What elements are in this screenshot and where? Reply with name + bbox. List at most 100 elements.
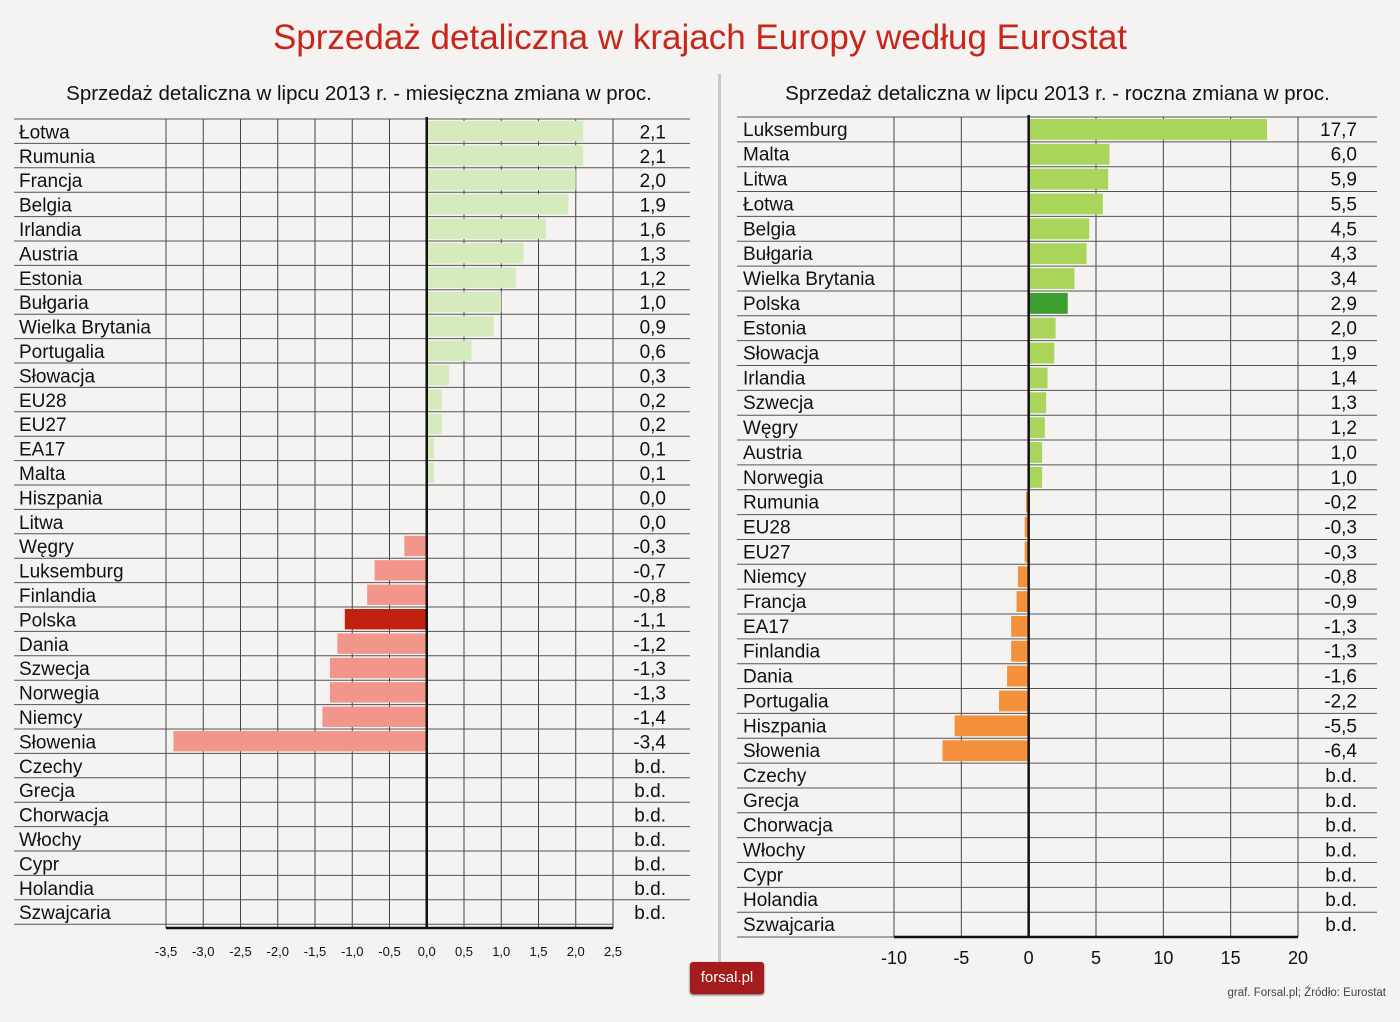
left-tick-label: -3,5 xyxy=(155,944,177,959)
right-value-label: b.d. xyxy=(1325,890,1357,911)
left-tick-label: 2,5 xyxy=(604,944,622,959)
right-value-label: 6,0 xyxy=(1331,145,1357,166)
right-value-label: b.d. xyxy=(1325,865,1357,886)
left-bar xyxy=(426,169,576,191)
left-bar xyxy=(426,316,494,337)
left-value-label: 2,1 xyxy=(640,122,666,143)
left-value-label: 1,3 xyxy=(640,244,666,265)
right-bar xyxy=(1028,218,1090,240)
left-value-label: 0,6 xyxy=(640,342,666,363)
right-value-label: 3,4 xyxy=(1331,269,1358,290)
right-category-label: Słowenia xyxy=(743,741,821,762)
right-value-label: -0,9 xyxy=(1324,592,1357,613)
right-category-label: Grecja xyxy=(743,791,799,812)
left-bar xyxy=(426,291,502,313)
right-category-label: Irlandia xyxy=(743,368,806,389)
left-tick-label: 2,0 xyxy=(567,944,585,959)
left-tick-label: -2,0 xyxy=(267,944,289,959)
right-category-label: Polska xyxy=(743,294,800,315)
left-bar xyxy=(426,413,442,435)
right-value-label: 1,4 xyxy=(1331,368,1358,389)
left-bar xyxy=(426,121,584,142)
left-bar xyxy=(329,682,427,703)
right-value-label: -6,4 xyxy=(1324,741,1357,762)
left-tick-label: 1,5 xyxy=(529,944,547,959)
right-bar xyxy=(1028,119,1268,140)
left-value-label: 0,9 xyxy=(640,318,666,339)
right-bar xyxy=(1024,541,1029,563)
right-bar xyxy=(1016,591,1029,612)
left-value-label: 0,2 xyxy=(640,391,666,412)
left-value-label: b.d. xyxy=(634,806,666,827)
left-tick-label: 1,0 xyxy=(492,944,510,959)
right-category-label: Rumunia xyxy=(743,493,819,514)
left-bar xyxy=(344,609,427,630)
right-value-label: b.d. xyxy=(1325,915,1357,936)
right-bar xyxy=(1028,466,1043,488)
left-category-label: Polska xyxy=(19,610,76,631)
left-value-label: b.d. xyxy=(634,903,666,924)
left-tick-label: -0,5 xyxy=(378,944,400,959)
right-value-label: -1,6 xyxy=(1324,667,1357,688)
left-value-label: b.d. xyxy=(634,854,666,875)
right-value-label: -1,3 xyxy=(1324,642,1357,663)
right-tick-label: 20 xyxy=(1288,948,1308,968)
right-category-label: Hiszpania xyxy=(743,716,827,737)
left-value-label: b.d. xyxy=(634,879,666,900)
left-category-label: Włochy xyxy=(19,830,82,851)
right-bar xyxy=(1024,516,1029,538)
left-category-label: Litwa xyxy=(19,513,64,534)
left-value-label: -0,7 xyxy=(633,562,666,583)
left-category-label: EA17 xyxy=(19,440,65,461)
left-tick-label: -1,5 xyxy=(304,944,326,959)
right-tick-label: 0 xyxy=(1024,948,1034,968)
right-value-label: 1,9 xyxy=(1331,344,1357,365)
source-note: graf. Forsal.pl; Źródło: Eurostat xyxy=(1227,987,1386,999)
right-category-label: Litwa xyxy=(743,170,788,191)
right-category-label: Norwegia xyxy=(743,468,824,489)
left-category-label: Rumunia xyxy=(19,147,95,168)
left-value-label: -1,3 xyxy=(633,659,666,680)
monthly-change-chart: -3,5 -3,0 -2,5 -2,0 -1,5 -1,0 -0,5 0,0 0,5 1,0 1,5… xyxy=(14,117,690,959)
left-category-label: Łotwa xyxy=(19,122,70,143)
left-category-label: Estonia xyxy=(19,269,83,290)
left-category-label: Niemcy xyxy=(19,708,83,729)
right-tick-label: -5 xyxy=(953,948,969,968)
left-value-label: 0,0 xyxy=(640,488,666,509)
right-bar xyxy=(1025,491,1029,513)
annual-change-chart: -10 -5 0 5 10 15 20 Luksemburg 17,7 Malta 6,0 Litwa… xyxy=(737,115,1377,968)
right-bar xyxy=(1028,268,1075,289)
panel-divider xyxy=(718,74,721,964)
left-bar xyxy=(426,340,472,361)
left-tick-label: 0,0 xyxy=(418,944,436,959)
right-category-label: Szwajcaria xyxy=(743,915,835,936)
right-value-label: -1,3 xyxy=(1324,617,1357,638)
right-value-label: 5,9 xyxy=(1331,170,1357,191)
right-bar xyxy=(1028,367,1048,389)
left-value-label: 1,6 xyxy=(640,220,666,241)
right-category-label: Finlandia xyxy=(743,642,821,663)
left-value-label: 0,2 xyxy=(640,415,666,436)
left-tick-label: 0,5 xyxy=(455,944,473,959)
right-bar xyxy=(1028,143,1110,165)
left-category-label: Malta xyxy=(19,464,66,485)
right-tick-label: 15 xyxy=(1221,948,1241,968)
right-bar xyxy=(999,690,1029,712)
right-tick-label: 10 xyxy=(1153,948,1173,968)
main-title: Sprzedaż detaliczna w krajach Europy wed… xyxy=(272,18,1128,57)
left-chart-title: Sprzedaż detaliczna w lipcu 2013 r. - mi… xyxy=(66,82,652,105)
right-bar xyxy=(1028,168,1109,190)
left-category-label: Holandia xyxy=(19,879,94,900)
right-category-label: Holandia xyxy=(743,890,818,911)
left-category-label: Czechy xyxy=(19,757,83,778)
left-bar xyxy=(426,218,546,239)
left-bar xyxy=(173,731,427,752)
right-tick-label: -10 xyxy=(881,948,907,968)
right-category-label: Austria xyxy=(743,443,803,464)
forsal-logo: forsal.pl xyxy=(690,962,764,994)
right-category-label: Belgia xyxy=(743,219,796,240)
right-value-label: 1,0 xyxy=(1331,468,1357,489)
right-category-label: Luksemburg xyxy=(743,120,848,141)
right-category-label: EA17 xyxy=(743,617,789,638)
left-bar xyxy=(426,389,442,410)
